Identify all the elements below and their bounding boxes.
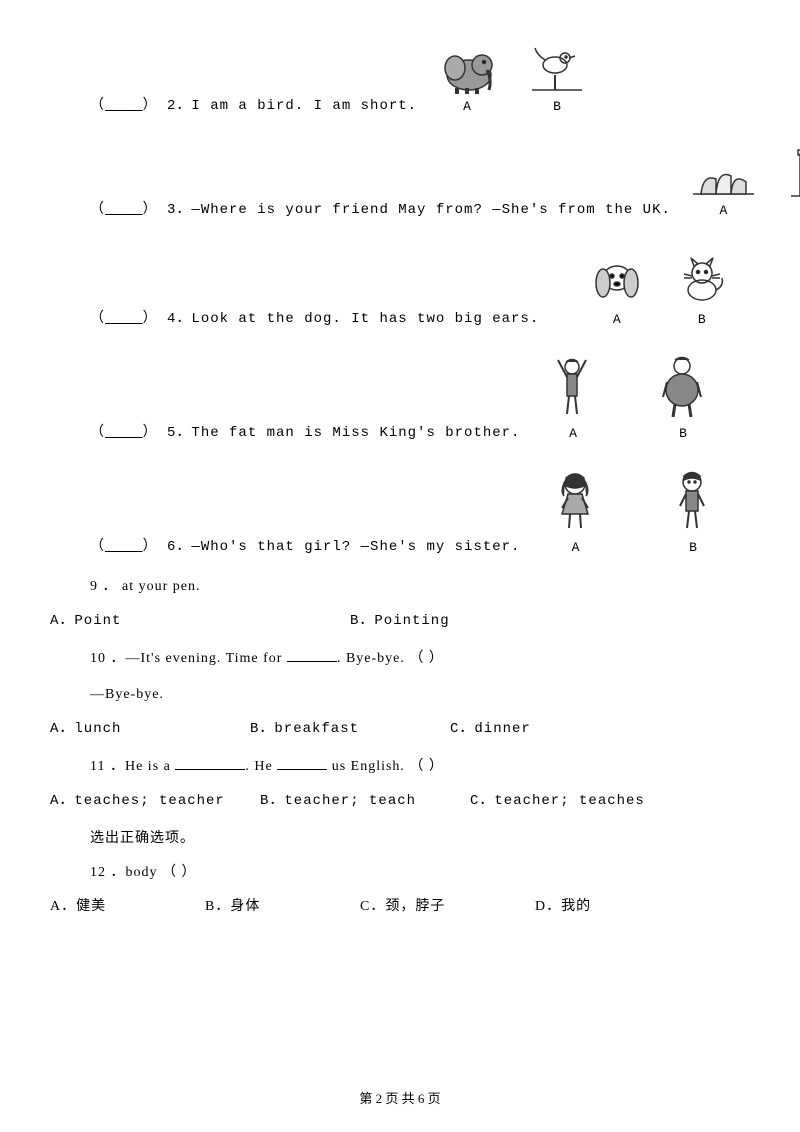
question-10-text: 10 ．—It's evening. Time for . Bye-bye. （… — [90, 647, 750, 667]
q10-option-b[interactable]: B．breakfast — [250, 717, 450, 737]
question-4-text: （____） 4．Look at the dog. It has two big… — [50, 307, 539, 327]
question-5-row: （____） 5．The fat man is Miss King's brot… — [50, 352, 750, 441]
instruction-text: 选出正确选项。 — [90, 827, 750, 847]
q6-blank[interactable]: ____ — [105, 539, 143, 555]
q10-t2: . Bye-bye. （ ） — [337, 651, 444, 666]
q5-prefix: （ — [90, 425, 105, 441]
q6-rest: ） 6．—Who's that girl? —She's my sister. — [143, 539, 521, 555]
q4-prefix: （ — [90, 311, 105, 327]
q6-label-b: B — [689, 540, 697, 555]
q12-option-b[interactable]: B．身体 — [205, 895, 360, 915]
thin-man-icon — [550, 352, 595, 422]
q6-image-b: B — [670, 466, 715, 555]
q11-t2: . He — [245, 759, 277, 774]
q2-image-b: B — [527, 40, 587, 114]
q2-label-a: A — [463, 99, 471, 114]
question-6-text: （____） 6．—Who's that girl? —She's my sis… — [50, 535, 520, 555]
q2-blank[interactable]: ____ — [105, 98, 143, 114]
q11-option-a[interactable]: A．teaches; teacher — [50, 789, 260, 809]
q3-image-b: B — [786, 144, 800, 218]
question-2-text: （____） 2．I am a bird. I am short. — [50, 94, 417, 114]
q2-prefix: （ — [90, 98, 105, 114]
q3-label-a: A — [719, 203, 727, 218]
q12-option-a[interactable]: A．健美 — [50, 895, 205, 915]
q4-images: A B — [589, 248, 729, 327]
q3-rest: ） 3．—Where is your friend May from? —She… — [143, 202, 671, 218]
q11-t3: us English. （ ） — [327, 759, 444, 774]
bird-icon — [527, 40, 587, 95]
q2-label-b: B — [553, 99, 561, 114]
boy-icon — [670, 466, 715, 536]
q10-t1: 10 ．—It's evening. Time for — [90, 651, 287, 666]
question-9-text: 9 ． at your pen. — [90, 575, 750, 595]
q11-option-c[interactable]: C．teacher; teaches — [470, 789, 645, 809]
cat-icon — [674, 248, 729, 308]
q5-label-b: B — [679, 426, 687, 441]
question-9-options: A．Point B．Pointing — [50, 609, 750, 629]
q11-t1: 11 ．He is a — [90, 759, 175, 774]
q3-image-a: A — [691, 154, 756, 218]
question-11-text: 11 ．He is a . He us English. （ ） — [90, 755, 750, 775]
q5-blank[interactable]: ____ — [105, 425, 143, 441]
q10-option-a[interactable]: A．lunch — [50, 717, 250, 737]
q9-option-b[interactable]: B．Pointing — [350, 609, 450, 629]
q5-rest: ） 5．The fat man is Miss King's brother. — [143, 425, 521, 441]
q5-images: A B — [550, 352, 710, 441]
q3-images: A B — [691, 144, 800, 218]
q11-option-b[interactable]: B．teacher; teach — [260, 789, 470, 809]
elephant-icon — [437, 40, 497, 95]
q6-label-a: A — [572, 540, 580, 555]
q4-image-b: B — [674, 248, 729, 327]
question-12-options: A．健美 B．身体 C．颈，脖子 D．我的 — [50, 895, 750, 915]
q5-image-a: A — [550, 352, 595, 441]
question-3-text: （____） 3．—Where is your friend May from?… — [50, 198, 671, 218]
q4-label-b: B — [698, 312, 706, 327]
q6-prefix: （ — [90, 539, 105, 555]
question-11-options: A．teaches; teacher B．teacher; teach C．te… — [50, 789, 750, 809]
page-footer: 第 2 页 共 6 页 — [0, 1088, 800, 1107]
question-5-text: （____） 5．The fat man is Miss King's brot… — [50, 421, 520, 441]
question-6-row: （____） 6．—Who's that girl? —She's my sis… — [50, 466, 750, 555]
q4-blank[interactable]: ____ — [105, 311, 143, 327]
question-4-row: （____） 4．Look at the dog. It has two big… — [50, 248, 750, 327]
q5-image-b: B — [655, 352, 710, 441]
q9-option-a[interactable]: A．Point — [50, 609, 350, 629]
dog-icon — [589, 248, 644, 308]
q6-images: A B — [550, 466, 715, 555]
q3-prefix: （ — [90, 202, 105, 218]
q2-image-a: A — [437, 40, 497, 114]
opera-house-icon — [691, 154, 756, 199]
q12-option-d[interactable]: D．我的 — [535, 895, 591, 915]
q3-blank[interactable]: ____ — [105, 202, 143, 218]
q2-rest: ） 2．I am a bird. I am short. — [143, 98, 417, 114]
q4-image-a: A — [589, 248, 644, 327]
q10-blank[interactable] — [287, 661, 337, 662]
q6-image-a: A — [550, 466, 600, 555]
fat-man-icon — [655, 352, 710, 422]
q2-images: A B — [437, 40, 587, 114]
question-10-text3: —Bye-bye. — [90, 687, 750, 703]
tower-icon — [786, 144, 800, 199]
q11-blank1[interactable] — [175, 769, 245, 770]
question-10-options: A．lunch B．breakfast C．dinner — [50, 717, 750, 737]
q10-option-c[interactable]: C．dinner — [450, 717, 531, 737]
question-2-row: （____） 2．I am a bird. I am short. A B — [50, 40, 750, 114]
q12-option-c[interactable]: C．颈，脖子 — [360, 895, 535, 915]
q11-blank2[interactable] — [277, 769, 327, 770]
q5-label-a: A — [569, 426, 577, 441]
question-12-text: 12 ．body （ ） — [90, 861, 750, 881]
q4-rest: ） 4．Look at the dog. It has two big ears… — [143, 311, 540, 327]
q4-label-a: A — [613, 312, 621, 327]
girl-icon — [550, 466, 600, 536]
question-3-row: （____） 3．—Where is your friend May from?… — [50, 144, 750, 218]
